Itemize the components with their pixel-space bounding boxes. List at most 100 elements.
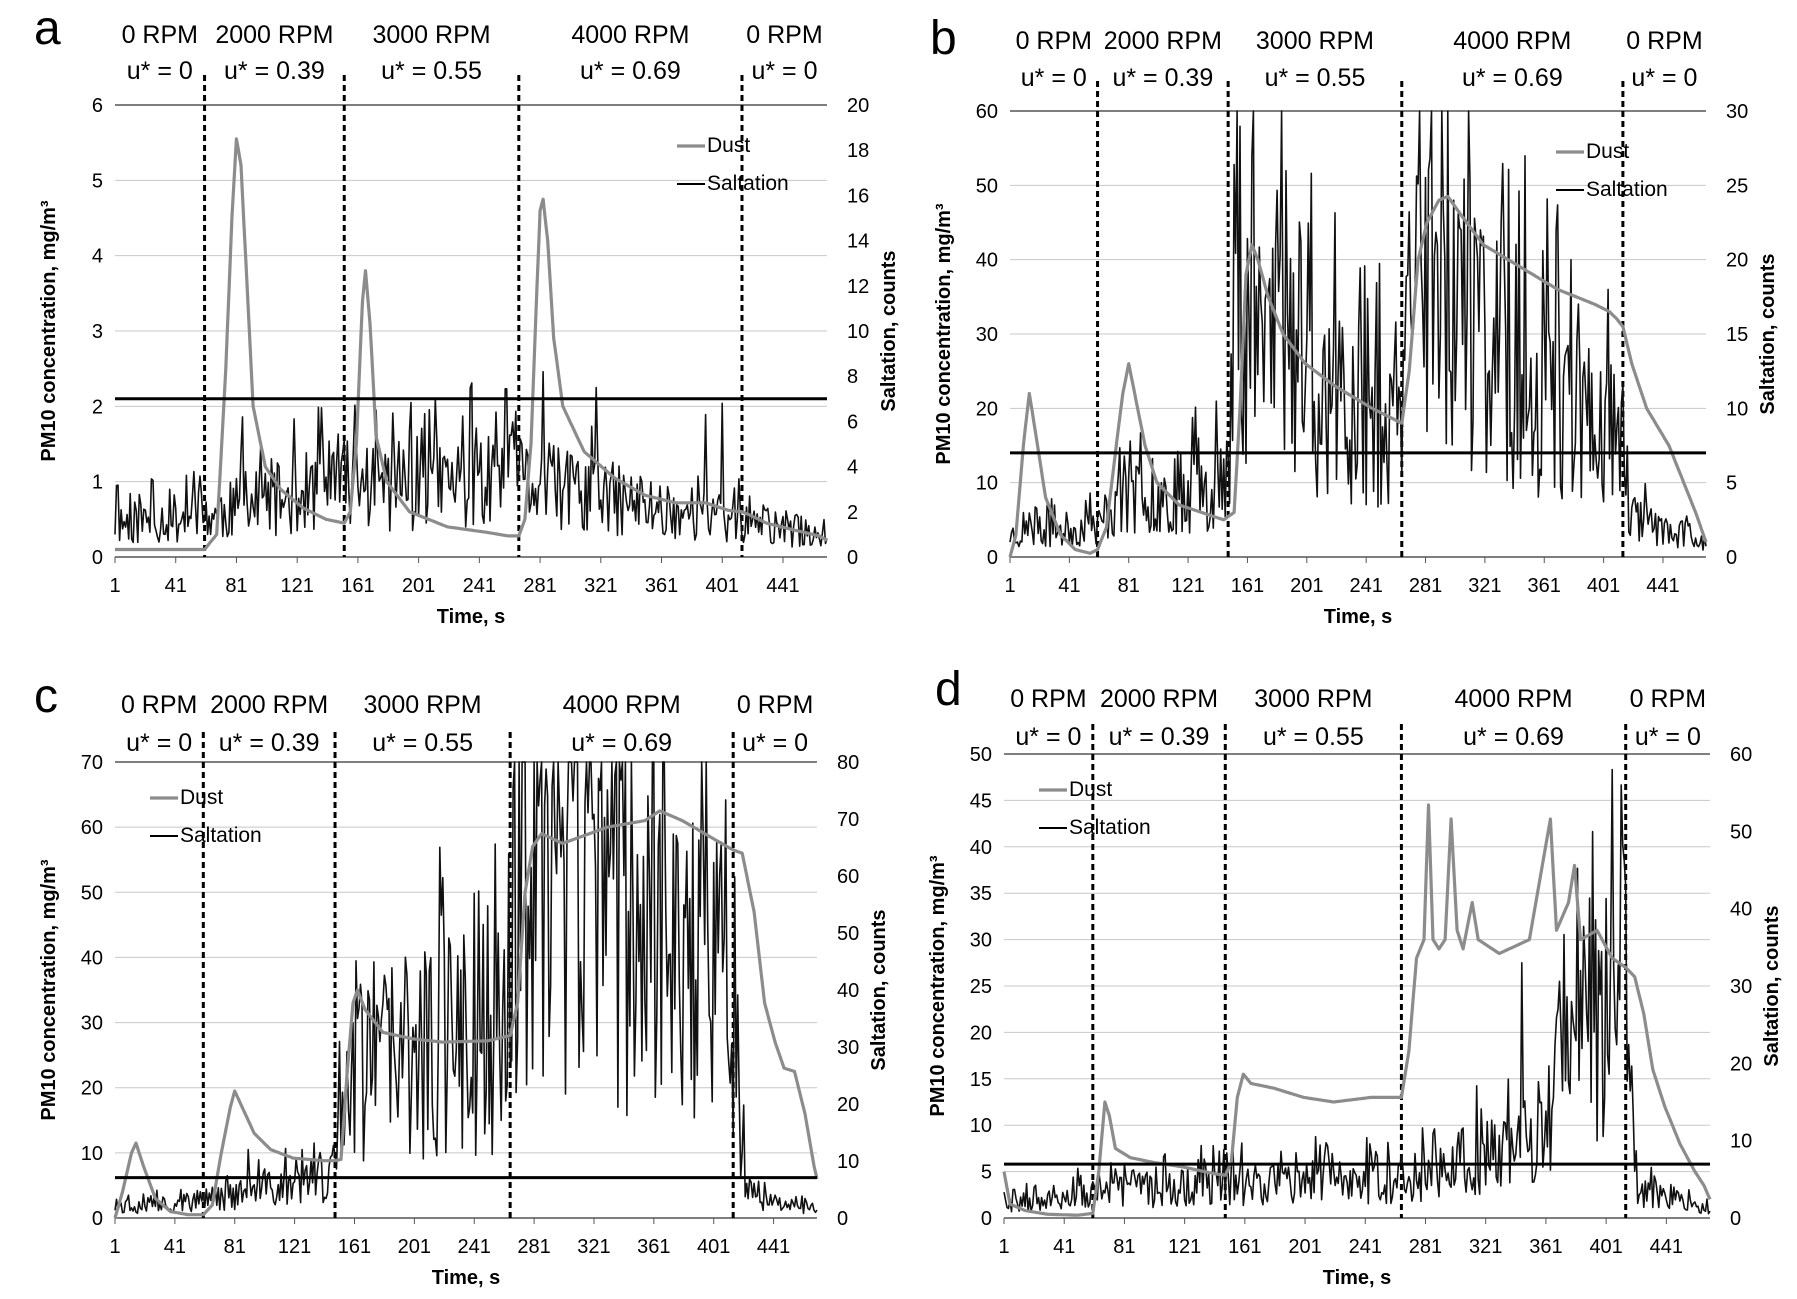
phase-rpm-label: 0 RPM <box>1016 27 1092 55</box>
legend-entry-label: Dust <box>1069 778 1112 801</box>
x-tick-label: 1 <box>109 1236 120 1258</box>
legend: Dust Saltation <box>150 786 262 847</box>
y-tick-label: 30 <box>970 930 992 952</box>
y-tick-label: 30 <box>81 1013 103 1035</box>
phase-ustar-label: u* = 0 <box>127 57 193 85</box>
y-tick-label: 40 <box>970 837 992 859</box>
x-tick-label: 201 <box>1290 575 1323 597</box>
legend-entry-label: Dust <box>1586 140 1629 163</box>
y2-tick-label: 15 <box>1726 324 1748 346</box>
y2-tick-label: 20 <box>1730 1053 1752 1075</box>
x-tick-label: 121 <box>1171 575 1204 597</box>
y2-tick-label: 40 <box>1730 899 1752 921</box>
y2-tick-label: 5 <box>1726 473 1737 495</box>
x-tick-label: 121 <box>280 575 313 597</box>
x-tick-label: 1 <box>1004 575 1015 597</box>
phase-rpm-label: 3000 RPM <box>372 21 490 49</box>
y-tick-label: 0 <box>92 1208 103 1230</box>
y2-tick-label: 16 <box>847 185 869 207</box>
y-tick-label: 0 <box>987 547 998 569</box>
phase-rpm-label: 2000 RPM <box>215 21 333 49</box>
y2-tick-label: 30 <box>1726 101 1748 123</box>
y-tick-label: 50 <box>81 882 103 904</box>
phase-ustar-label: u* = 0.69 <box>571 729 672 757</box>
phase-rpm-label: 4000 RPM <box>563 691 681 719</box>
panel-d: d 0 5 10 15 20 25 30 35 40 45 50 0 10 20 30 40 50 60 1 41 81 1… <box>927 663 1783 1289</box>
y-tick-label: 20 <box>81 1078 103 1100</box>
x-tick-label: 161 <box>338 1236 371 1258</box>
phase-ustar-label: u* = 0.69 <box>1463 723 1564 751</box>
y2-tick-label: 40 <box>837 980 859 1002</box>
x-tick-label: 201 <box>1288 1236 1321 1258</box>
x-tick-label: 441 <box>757 1236 790 1258</box>
panel-label: d <box>935 663 962 716</box>
dust-series-line <box>1008 194 1708 558</box>
x-tick-label: 161 <box>1228 1236 1261 1258</box>
x-axis-title: Time, s <box>437 606 506 628</box>
x-tick-label: 1 <box>109 575 120 597</box>
y2-tick-label: 2 <box>847 502 858 524</box>
y-tick-label: 70 <box>81 752 103 774</box>
phase-rpm-label: 2000 RPM <box>210 691 328 719</box>
x-tick-label: 161 <box>1231 575 1264 597</box>
x-tick-label: 81 <box>225 575 247 597</box>
y-axis-title: PM10 concentration, mg/m³ <box>927 855 949 1116</box>
dust-series-line <box>114 137 828 552</box>
x-tick-label: 281 <box>523 575 556 597</box>
saltation-series-line <box>114 370 828 548</box>
panel-label: b <box>930 12 957 65</box>
legend: Dust Saltation <box>677 134 789 195</box>
y2-tick-label: 0 <box>1726 547 1737 569</box>
x-tick-label: 321 <box>577 1236 610 1258</box>
x-tick-label: 361 <box>637 1236 670 1258</box>
x-tick-label: 361 <box>1529 1236 1562 1258</box>
y-tick-label: 10 <box>970 1115 992 1137</box>
phase-rpm-label: 4000 RPM <box>571 21 689 49</box>
saltation-series-line <box>1003 768 1711 1215</box>
y-tick-label: 10 <box>976 473 998 495</box>
x-tick-label: 81 <box>224 1236 246 1258</box>
legend: Dust Saltation <box>1556 140 1668 201</box>
phase-ustar-label: u* = 0.55 <box>1265 64 1366 92</box>
phase-rpm-label: 3000 RPM <box>364 691 482 719</box>
y2-tick-label: 10 <box>837 1151 859 1173</box>
y2-tick-label: 20 <box>847 95 869 117</box>
y-tick-label: 60 <box>976 101 998 123</box>
phase-ustar-label: u* = 0 <box>1631 64 1697 92</box>
phase-ustar-label: u* = 0.69 <box>580 57 681 85</box>
y-tick-label: 6 <box>92 95 103 117</box>
phase-ustar-label: u* = 0 <box>742 729 808 757</box>
x-tick-label: 401 <box>1589 1236 1622 1258</box>
y-tick-label: 20 <box>970 1022 992 1044</box>
x-tick-label: 361 <box>1528 575 1561 597</box>
dust-series-line <box>113 809 819 1219</box>
x-tick-label: 321 <box>584 575 617 597</box>
x-axis-title: Time, s <box>432 1267 501 1289</box>
x-tick-label: 81 <box>1118 575 1140 597</box>
y2-axis-title: Saltation, counts <box>1761 905 1783 1066</box>
y2-tick-label: 70 <box>837 809 859 831</box>
y-tick-label: 2 <box>92 396 103 418</box>
x-axis-title: Time, s <box>1323 1267 1392 1289</box>
y2-tick-label: 20 <box>1726 250 1748 272</box>
legend-entry-label: Dust <box>180 786 223 809</box>
legend-entry-label: Saltation <box>180 824 262 847</box>
x-tick-label: 321 <box>1468 575 1501 597</box>
phase-rpm-label: 4000 RPM <box>1454 685 1572 713</box>
phase-ustar-label: u* = 0.55 <box>1263 723 1364 751</box>
phase-rpm-label: 0 RPM <box>737 691 813 719</box>
y-axis-title: PM10 concentration, mg/m³ <box>38 200 60 461</box>
phase-rpm-label: 0 RPM <box>121 691 197 719</box>
y-tick-label: 15 <box>970 1069 992 1091</box>
x-tick-label: 81 <box>1113 1236 1135 1258</box>
y-tick-label: 45 <box>970 790 992 812</box>
y2-tick-label: 6 <box>847 411 858 433</box>
saltation-series-line <box>114 761 818 1215</box>
x-tick-label: 1 <box>998 1236 1009 1258</box>
phase-ustar-label: u* = 0 <box>1021 64 1087 92</box>
x-tick-label: 241 <box>458 1236 491 1258</box>
y2-tick-label: 18 <box>847 140 869 162</box>
phase-ustar-label: u* = 0.55 <box>381 57 482 85</box>
x-tick-label: 281 <box>1409 575 1442 597</box>
